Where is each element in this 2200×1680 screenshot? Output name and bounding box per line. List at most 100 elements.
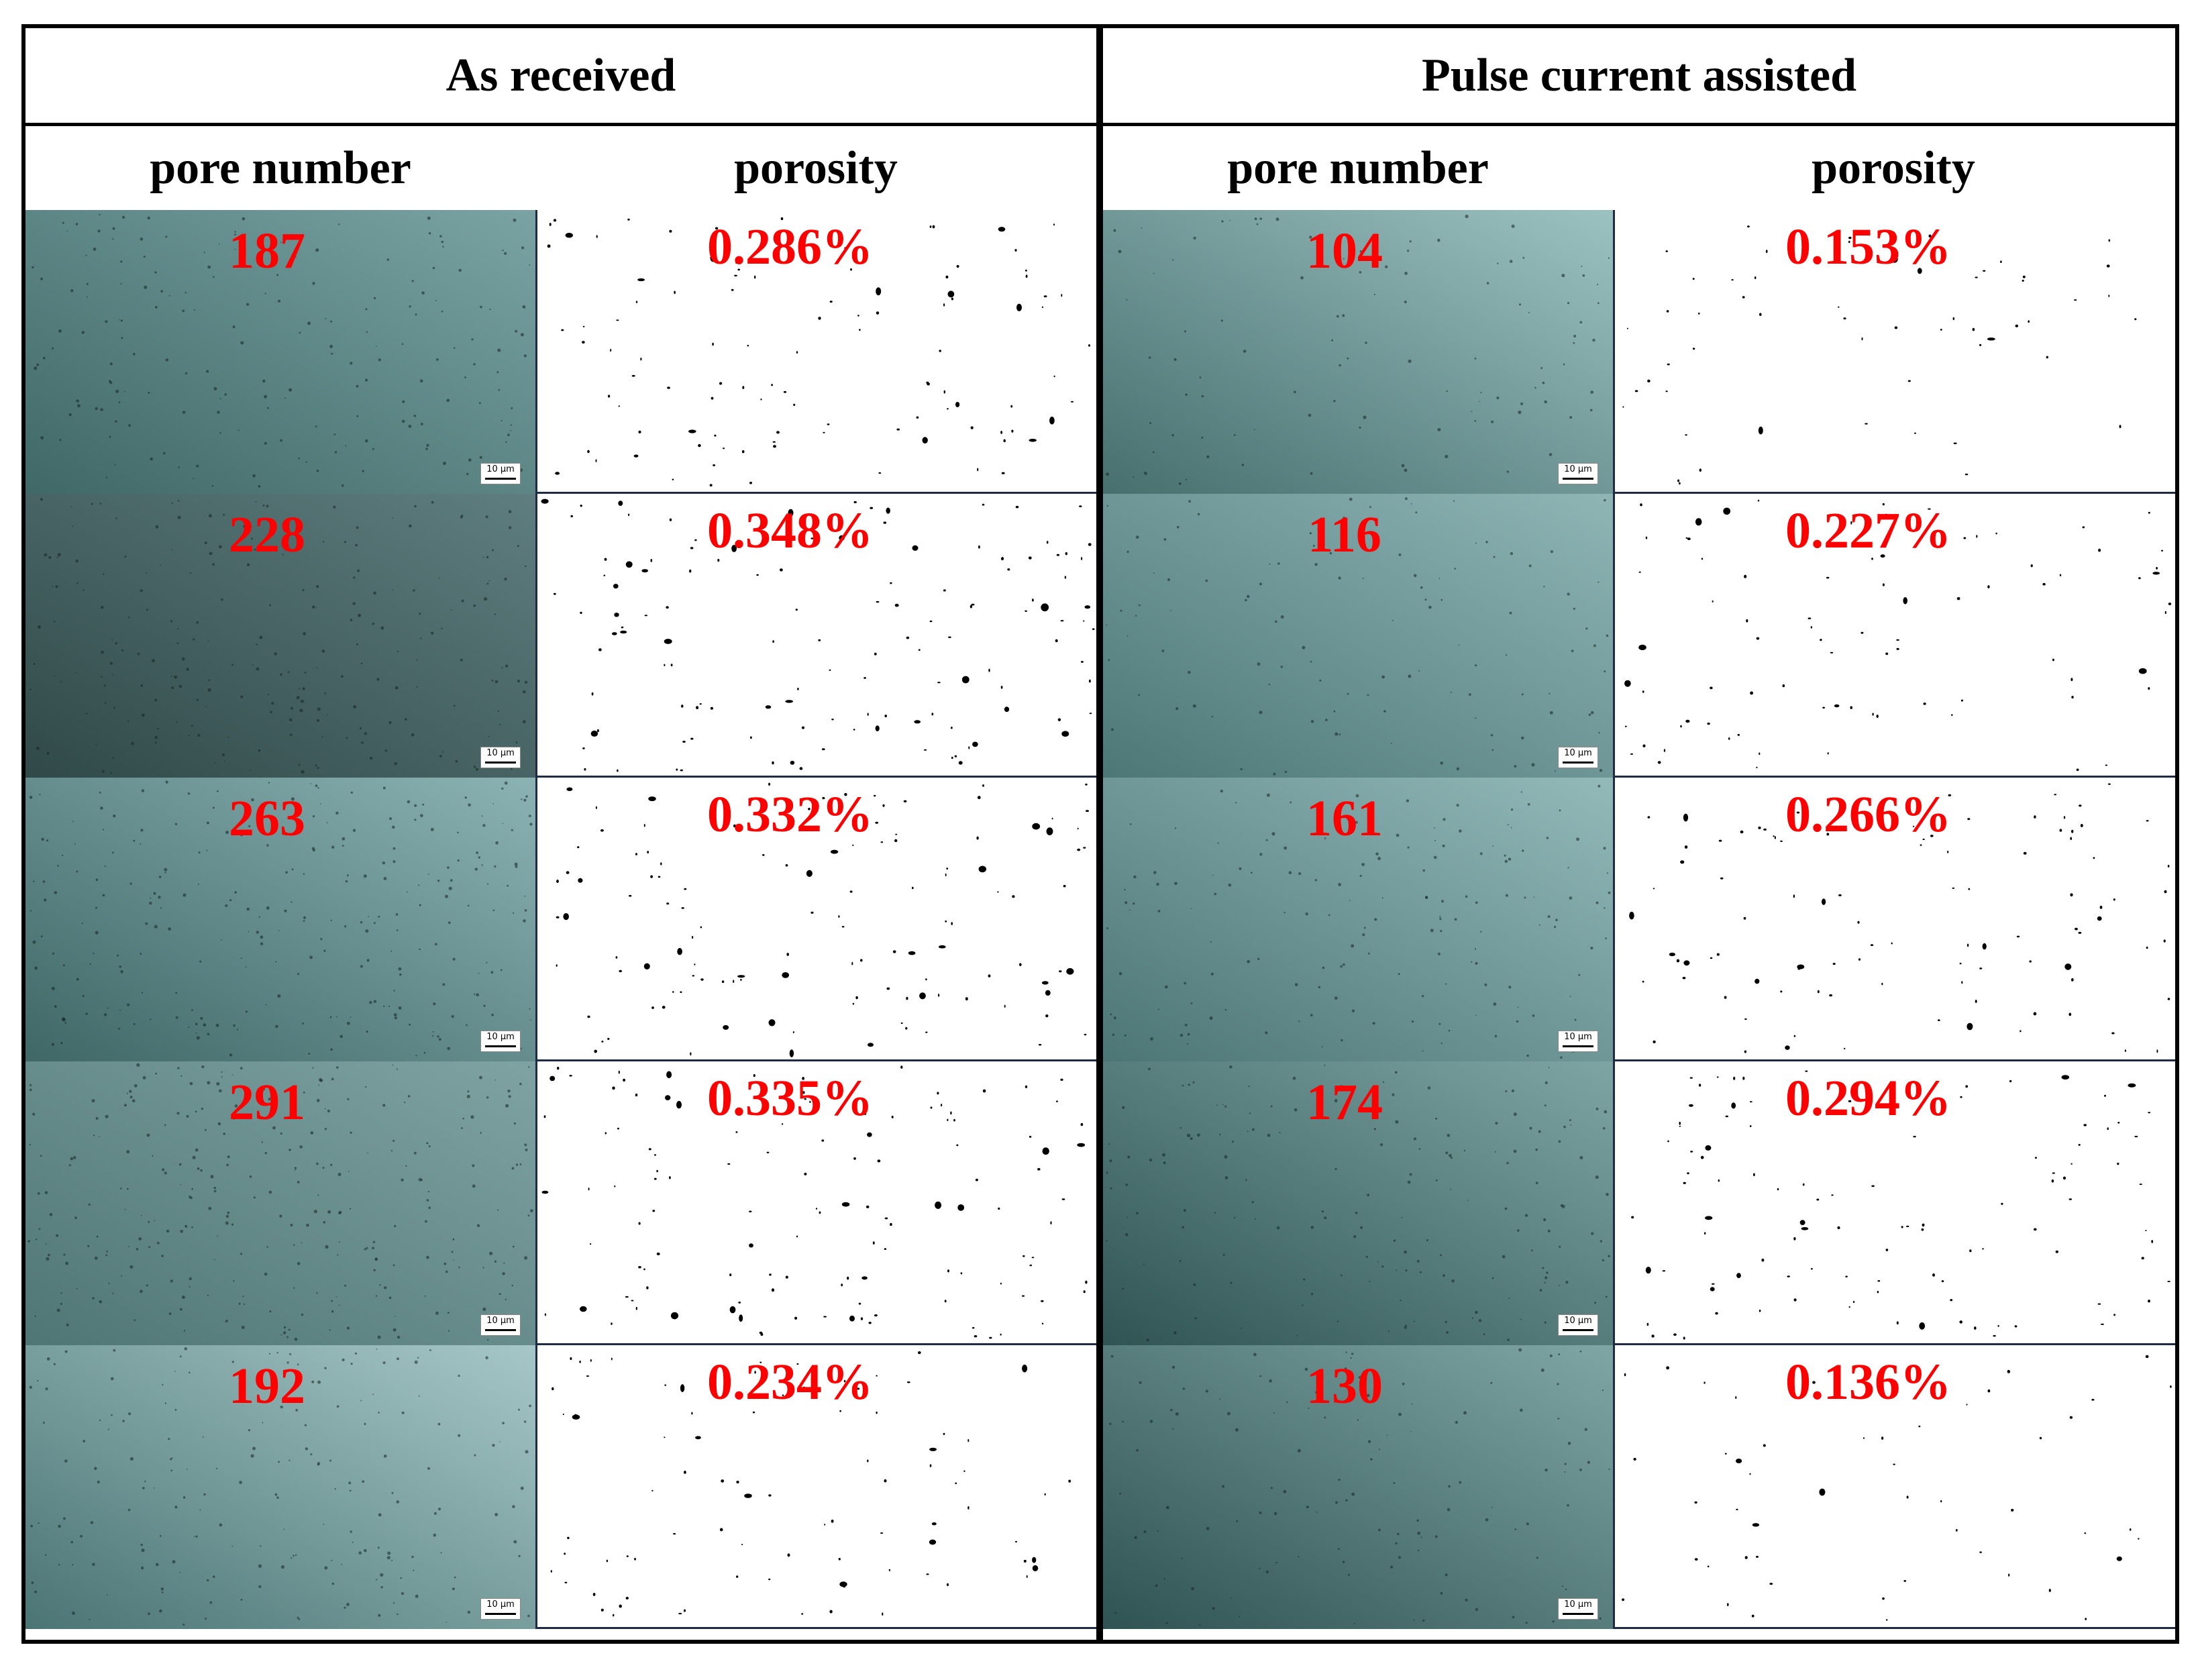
pore-dot [227,1211,230,1214]
pore-dot [1241,464,1245,466]
pore-mark [742,386,745,389]
pore-mark [943,303,945,307]
pore-mark [588,1188,590,1191]
pore-dot [134,1084,138,1088]
pore-dot [112,1292,114,1294]
pore-dot [458,1375,460,1377]
pore-dot [1485,541,1488,543]
table-row: 161 10 μm 0.266% [1103,778,2175,1061]
pore-dot [420,423,423,425]
pore-dot [207,1579,209,1582]
pore-dot [424,1295,426,1297]
pore-number-value: 192 [229,1358,305,1414]
pore-dot [290,1224,293,1226]
pore-mark [1083,847,1086,849]
pore-mark [1901,1226,1903,1228]
pore-mark [595,459,597,462]
pore-dot [1567,302,1570,305]
pore-dot [268,782,270,784]
pore-mark [635,301,638,303]
pore-mark [1952,887,1955,889]
pore-dot [1367,1394,1370,1398]
pore-mark [1736,1273,1741,1278]
pore-dot [105,702,107,704]
pore-mark [1759,752,1761,755]
pore-mark [700,926,702,929]
pore-dot [331,1310,334,1313]
pore-mark [1723,507,1731,515]
pore-dot [129,1090,132,1093]
pore-dot [421,291,425,295]
pore-mark [1631,1216,1634,1219]
pore-mark [1045,990,1051,996]
pore-mark [1845,1275,1848,1277]
pore-dot [1595,1175,1599,1179]
pore-dot [232,325,235,329]
pore-dot [29,1143,32,1146]
pore-mark [1921,1228,1924,1231]
pore-dot [109,362,113,366]
pore-dot [1302,1304,1304,1306]
pore-mark [1843,317,1846,320]
pore-number-value: 130 [1306,1358,1383,1414]
pore-dot [95,878,99,881]
pore-dot [312,605,315,609]
pore-mark [1959,962,1962,965]
pore-mark [591,692,594,696]
pore-dot [189,1277,192,1281]
pore-dot [102,770,105,773]
pore-mark [1690,1151,1693,1153]
pore-mark [914,720,921,724]
pore-dot [1157,1530,1159,1532]
pore-dot [113,706,116,709]
pore-mark [760,398,762,401]
pore-dot [1382,1081,1385,1083]
pore-dot [1420,586,1423,589]
pore-dot [395,686,399,690]
pore-dot [1310,720,1314,723]
pore-dot [344,1606,346,1609]
pore-mark [1026,1575,1028,1578]
pore-mark [821,1139,825,1142]
pore-dot [48,556,52,560]
pore-dot [256,643,258,645]
pore-dot [352,602,356,605]
pore-mark [613,1614,615,1617]
pore-dot [441,627,443,629]
pore-dot [1191,1587,1194,1591]
pore-mark [673,1533,676,1535]
pore-dot [404,1102,406,1104]
pore-dot [234,233,236,235]
pore-dot [129,1265,134,1269]
pore-dot [420,637,422,639]
pore-mark [1089,713,1092,715]
pore-dot [45,1554,47,1556]
pore-dot [497,710,499,713]
pore-dot [216,1467,218,1469]
pore-mark [1947,850,1949,853]
pore-mark [1882,503,1885,506]
pore-mark [1753,1173,1755,1177]
pore-mark [635,1306,637,1310]
pore-dot [1240,1327,1242,1329]
pore-dot [175,1016,178,1019]
pore-mark [1700,1155,1704,1159]
pore-dot [1441,1042,1443,1044]
pore-dot [159,1609,162,1613]
pore-dot [1560,1056,1563,1059]
pore-dot [1561,274,1565,278]
pore-dot [511,1284,513,1287]
pore-dot [1174,882,1177,886]
pore-mark [1769,1583,1773,1585]
pore-dot [175,992,178,994]
pore-dot [160,564,161,566]
pore-mark [1642,980,1644,983]
pore-dot [1221,220,1224,223]
pore-dot [147,216,150,220]
pore-dot [1374,918,1377,921]
pore-dot [452,1238,455,1240]
porosity-value: 0.286% [707,219,873,275]
pore-dot [1420,1271,1422,1273]
pore-dot [1504,854,1506,857]
pore-mark [731,288,734,291]
